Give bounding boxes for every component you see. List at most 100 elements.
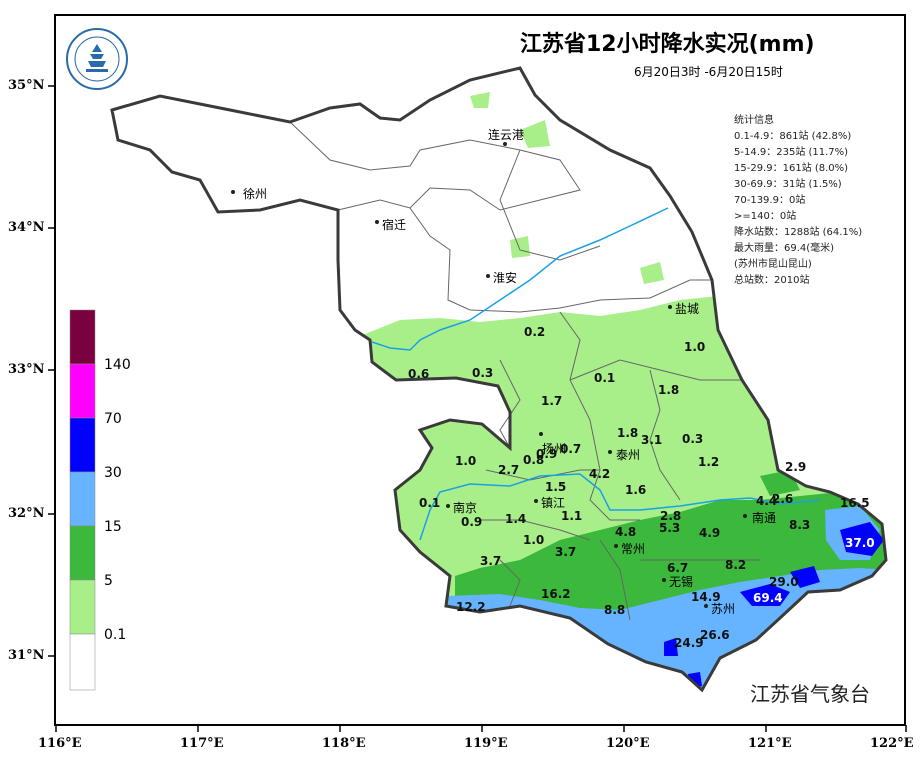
precip-value: 1.2 [698, 455, 720, 469]
province-outline [110, 66, 888, 693]
precip-value: 12.2 [456, 600, 486, 614]
precip-value: 3.7 [480, 554, 502, 568]
lat-label: 35°N [8, 78, 45, 93]
city-label: 镇江 [541, 496, 566, 510]
city-label: 扬州 [542, 442, 567, 456]
stats-line: 总站数：2010站 [734, 275, 810, 286]
precip-value: 8.2 [725, 558, 747, 572]
legend-label: 0.1 [104, 627, 127, 643]
legend-label: 140 [104, 357, 131, 373]
precip-value: 2.8 [660, 509, 682, 523]
precip-value: 2.6 [772, 492, 794, 506]
precip-value: 2.9 [785, 460, 807, 474]
precip-value: 1.4 [505, 512, 527, 526]
legend-label: 15 [104, 519, 122, 535]
precip-value: 8.8 [604, 603, 626, 617]
precip-value: 8.3 [789, 518, 811, 532]
lon-label: 116°E [38, 736, 82, 751]
map-frame [54, 14, 906, 726]
precip-value: 0.8 [523, 453, 545, 467]
city-label: 泰州 [616, 448, 641, 462]
precip-value: 6.7 [667, 561, 689, 575]
agency-logo [66, 28, 128, 90]
rivers [371, 207, 821, 541]
precip-value: 5.3 [659, 521, 681, 535]
legend-label: 30 [104, 465, 122, 481]
city-dots [231, 142, 747, 608]
lat-label: 32°N [8, 506, 45, 521]
precip-value: 0.1 [594, 371, 616, 385]
precip-value: 1.0 [455, 454, 477, 468]
precip-value: 1.8 [617, 426, 639, 440]
legend-bar [69, 309, 96, 691]
precip-value: 3.1 [641, 433, 663, 447]
lon-label: 122°E [870, 736, 914, 751]
city-boundaries [289, 121, 760, 621]
precip-value: 1.7 [541, 394, 563, 408]
statistics-panel: 统计信息 0.1-4.9：861站 (42.8%) 5-14.9：235站 (1… [734, 113, 862, 289]
precip-value: 69.4 [753, 591, 783, 605]
precip-value: 0.6 [408, 367, 430, 381]
lon-label: 121°E [748, 736, 792, 751]
precip-value: 0.9 [536, 447, 558, 461]
city-label: 南京 [453, 501, 478, 515]
precip-value: 1.0 [523, 533, 545, 547]
precip-value: 0.1 [419, 496, 441, 510]
lon-label: 119°E [464, 736, 508, 751]
city-label: 淮安 [493, 271, 518, 285]
precip-value: 14.9 [691, 590, 721, 604]
stats-line: 15-29.9：161站 (8.0%) [734, 163, 849, 174]
stats-line: 70-139.9：0站 [734, 195, 806, 206]
city-label: 苏州 [711, 602, 736, 616]
lat-label: 31°N [8, 648, 45, 663]
legend-label: 70 [104, 411, 122, 427]
precip-value: 24.9 [674, 636, 704, 650]
lat-label: 34°N [8, 220, 45, 235]
precip-value: 4.2 [589, 467, 611, 481]
precip-value: 0.9 [461, 515, 483, 529]
city-label: 盐城 [675, 302, 700, 316]
precip-value: 4.9 [699, 526, 721, 540]
stats-line: 最大雨量：69.4(毫米) [734, 243, 835, 254]
lat-label: 33°N [8, 362, 45, 377]
city-label: 常州 [621, 542, 646, 556]
stats-line: 0.1-4.9：861站 (42.8%) [734, 131, 852, 142]
stats-line: 统计信息 [734, 115, 774, 126]
precip-value: 26.6 [700, 628, 730, 642]
precip-value: 1.1 [561, 509, 583, 523]
stats-line: >=140：0站 [734, 211, 797, 222]
stats-line: 30-69.9：31站 (1.5%) [734, 179, 842, 190]
city-label: 连云港 [488, 128, 525, 142]
agency-name: 江苏省气象台 [750, 682, 870, 706]
map-title: 江苏省12小时降水实况(mm) [520, 32, 815, 57]
lon-label: 118°E [322, 736, 366, 751]
precip-value: 37.0 [845, 536, 875, 550]
legend-label: 5 [104, 573, 113, 589]
lon-label: 120°E [606, 736, 650, 751]
precip-value: 0.7 [560, 442, 582, 456]
stats-line: (苏州市昆山昆山) [734, 259, 812, 270]
precip-value: 0.2 [524, 325, 546, 339]
precip-value: 29.0 [769, 575, 799, 589]
city-label: 徐州 [243, 187, 268, 201]
precip-value: 1.8 [658, 383, 680, 397]
precip-value: 16.5 [840, 496, 870, 510]
precip-value: 0.3 [682, 432, 704, 446]
lon-label: 117°E [180, 736, 224, 751]
stats-line: 5-14.9：235站 (11.7%) [734, 147, 849, 158]
precip-value: 16.2 [541, 587, 571, 601]
precip-value: 1.6 [625, 483, 647, 497]
city-label: 宿迁 [382, 218, 407, 232]
city-label: 无锡 [669, 575, 694, 589]
map-subtitle: 6月20日3时 -6月20日15时 [634, 65, 783, 79]
precip-value: 4.4 [756, 494, 778, 508]
precip-value: 3.7 [555, 545, 577, 559]
pagoda-icon [74, 36, 120, 82]
precip-value: 2.7 [498, 463, 520, 477]
precip-value: 1.0 [684, 340, 706, 354]
precip-value: 4.8 [615, 525, 637, 539]
precip-value: 0.3 [472, 366, 494, 380]
stats-line: 降水站数：1288站 (64.1%) [734, 227, 863, 238]
